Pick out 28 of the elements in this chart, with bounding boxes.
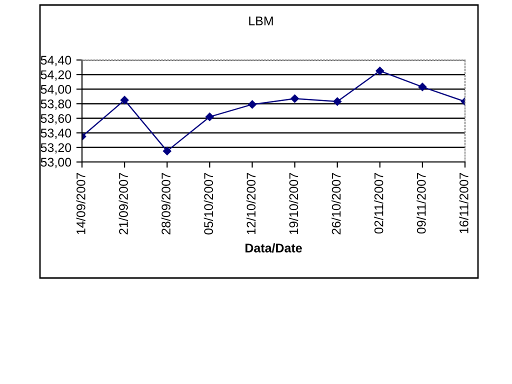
x-tick-label: 28/09/2007	[161, 173, 170, 234]
y-tick-label: 53,20	[40, 143, 72, 154]
point	[162, 146, 172, 156]
point	[248, 100, 256, 109]
y-tick-label: 53,60	[40, 114, 72, 124]
x-tick-label: 19/10/2007	[288, 173, 298, 234]
chart-title: LBM	[249, 16, 273, 26]
point	[120, 96, 129, 104]
x-tick-label: 26/10/2007	[332, 173, 341, 234]
point	[333, 97, 342, 106]
point	[206, 112, 214, 121]
point	[290, 94, 299, 103]
y-tick-label: 54,00	[40, 84, 72, 96]
x-tick-label: 05/10/2007	[204, 173, 214, 234]
x-tick-label: 09/11/2007	[416, 173, 426, 234]
x-tick-label: 14/09/2007	[76, 173, 86, 234]
y-tick-label: 54,20	[40, 70, 72, 81]
x-tick-label: 12/10/2007	[246, 173, 256, 234]
y-tick-label: 54,40	[40, 56, 72, 66]
x-tick-label: 16/11/2007	[459, 173, 468, 234]
x-tick-label: 21/09/2007	[118, 173, 128, 234]
point	[376, 66, 384, 76]
y-tick-label: 53,00	[40, 158, 72, 168]
x-tick-label: 02/11/2007	[374, 173, 384, 234]
y-tick-label: 53,40	[40, 128, 72, 139]
x-axis-title: Data/Date	[246, 243, 302, 253]
point	[418, 82, 427, 92]
y-tick-label: 53,80	[40, 100, 72, 110]
